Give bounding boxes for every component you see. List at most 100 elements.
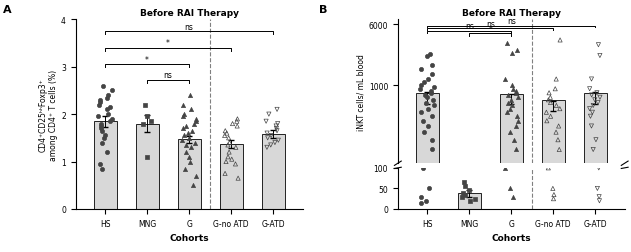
Point	[181, 150, 191, 154]
Point	[177, 139, 187, 143]
Text: ns: ns	[507, 17, 516, 26]
Point	[423, 107, 433, 111]
Point	[232, 124, 242, 129]
Point	[262, 136, 273, 140]
Point	[422, 96, 432, 100]
Point	[550, 87, 560, 91]
Point	[541, 111, 551, 115]
Text: ns: ns	[486, 20, 495, 29]
Point	[544, 91, 554, 96]
Point	[146, 120, 156, 124]
Point	[141, 115, 151, 119]
Point	[551, 78, 561, 82]
Point	[99, 136, 109, 140]
Point	[426, 89, 436, 93]
Point	[420, 93, 430, 98]
Point	[503, 93, 513, 98]
Point	[543, 98, 553, 102]
Point	[595, 54, 605, 58]
Point	[227, 158, 237, 162]
Point	[416, 111, 427, 115]
Point	[507, 52, 517, 56]
Point	[95, 124, 105, 129]
Point	[545, 101, 555, 105]
Point	[232, 117, 242, 121]
Point	[102, 150, 112, 154]
Point	[593, 44, 603, 48]
Point	[500, 78, 510, 82]
Point	[422, 54, 432, 58]
Point	[415, 68, 425, 72]
Point	[180, 167, 190, 171]
Point	[588, 104, 598, 108]
Point	[273, 139, 283, 143]
Point	[458, 191, 468, 195]
Point	[591, 138, 601, 142]
Point	[140, 103, 150, 107]
Point	[180, 143, 191, 147]
Point	[421, 199, 431, 203]
Point	[184, 155, 194, 159]
Point	[426, 91, 436, 96]
Point	[554, 148, 564, 152]
Point	[429, 104, 439, 108]
Point	[223, 143, 233, 147]
Point	[424, 187, 434, 191]
Point	[553, 138, 563, 142]
Point	[270, 141, 280, 145]
Text: A: A	[3, 5, 12, 15]
Point	[107, 89, 117, 93]
Point	[505, 98, 516, 102]
Point	[97, 141, 107, 145]
Point	[418, 119, 428, 123]
Point	[594, 199, 604, 203]
X-axis label: Cohorts: Cohorts	[492, 233, 531, 242]
Text: ns: ns	[185, 22, 194, 32]
Bar	[457, 194, 481, 209]
Point	[423, 124, 433, 129]
Point	[548, 187, 558, 191]
X-axis label: Cohorts: Cohorts	[169, 233, 209, 242]
Point	[191, 120, 201, 124]
Point	[179, 127, 189, 131]
Point	[507, 104, 517, 108]
Point	[186, 94, 196, 98]
Point	[262, 146, 272, 150]
Point	[189, 122, 199, 126]
Point	[512, 115, 522, 119]
Point	[464, 189, 474, 193]
Point	[546, 115, 556, 119]
Point	[98, 84, 109, 88]
Point	[415, 87, 425, 91]
Point	[97, 167, 107, 171]
Point	[223, 155, 233, 159]
Point	[512, 49, 522, 53]
Point	[592, 91, 602, 96]
Point	[510, 89, 521, 93]
Point	[502, 111, 512, 115]
Point	[177, 103, 187, 107]
Point	[224, 150, 234, 154]
Point	[188, 183, 198, 187]
Point	[587, 111, 598, 115]
Point	[588, 148, 598, 152]
Point	[594, 166, 604, 170]
Point	[584, 87, 594, 91]
Point	[221, 160, 231, 164]
Point	[595, 96, 605, 100]
Point	[273, 122, 283, 126]
Point	[555, 107, 565, 111]
Point	[593, 101, 603, 105]
Point	[272, 129, 282, 133]
Point	[183, 132, 193, 136]
Point	[427, 64, 437, 68]
Point	[138, 122, 148, 126]
Point	[513, 96, 523, 100]
Point	[461, 193, 471, 197]
Point	[593, 187, 603, 191]
Point	[553, 124, 563, 129]
Point	[418, 166, 428, 170]
Point	[586, 78, 596, 82]
Point	[416, 201, 427, 205]
Bar	[416, 93, 439, 164]
